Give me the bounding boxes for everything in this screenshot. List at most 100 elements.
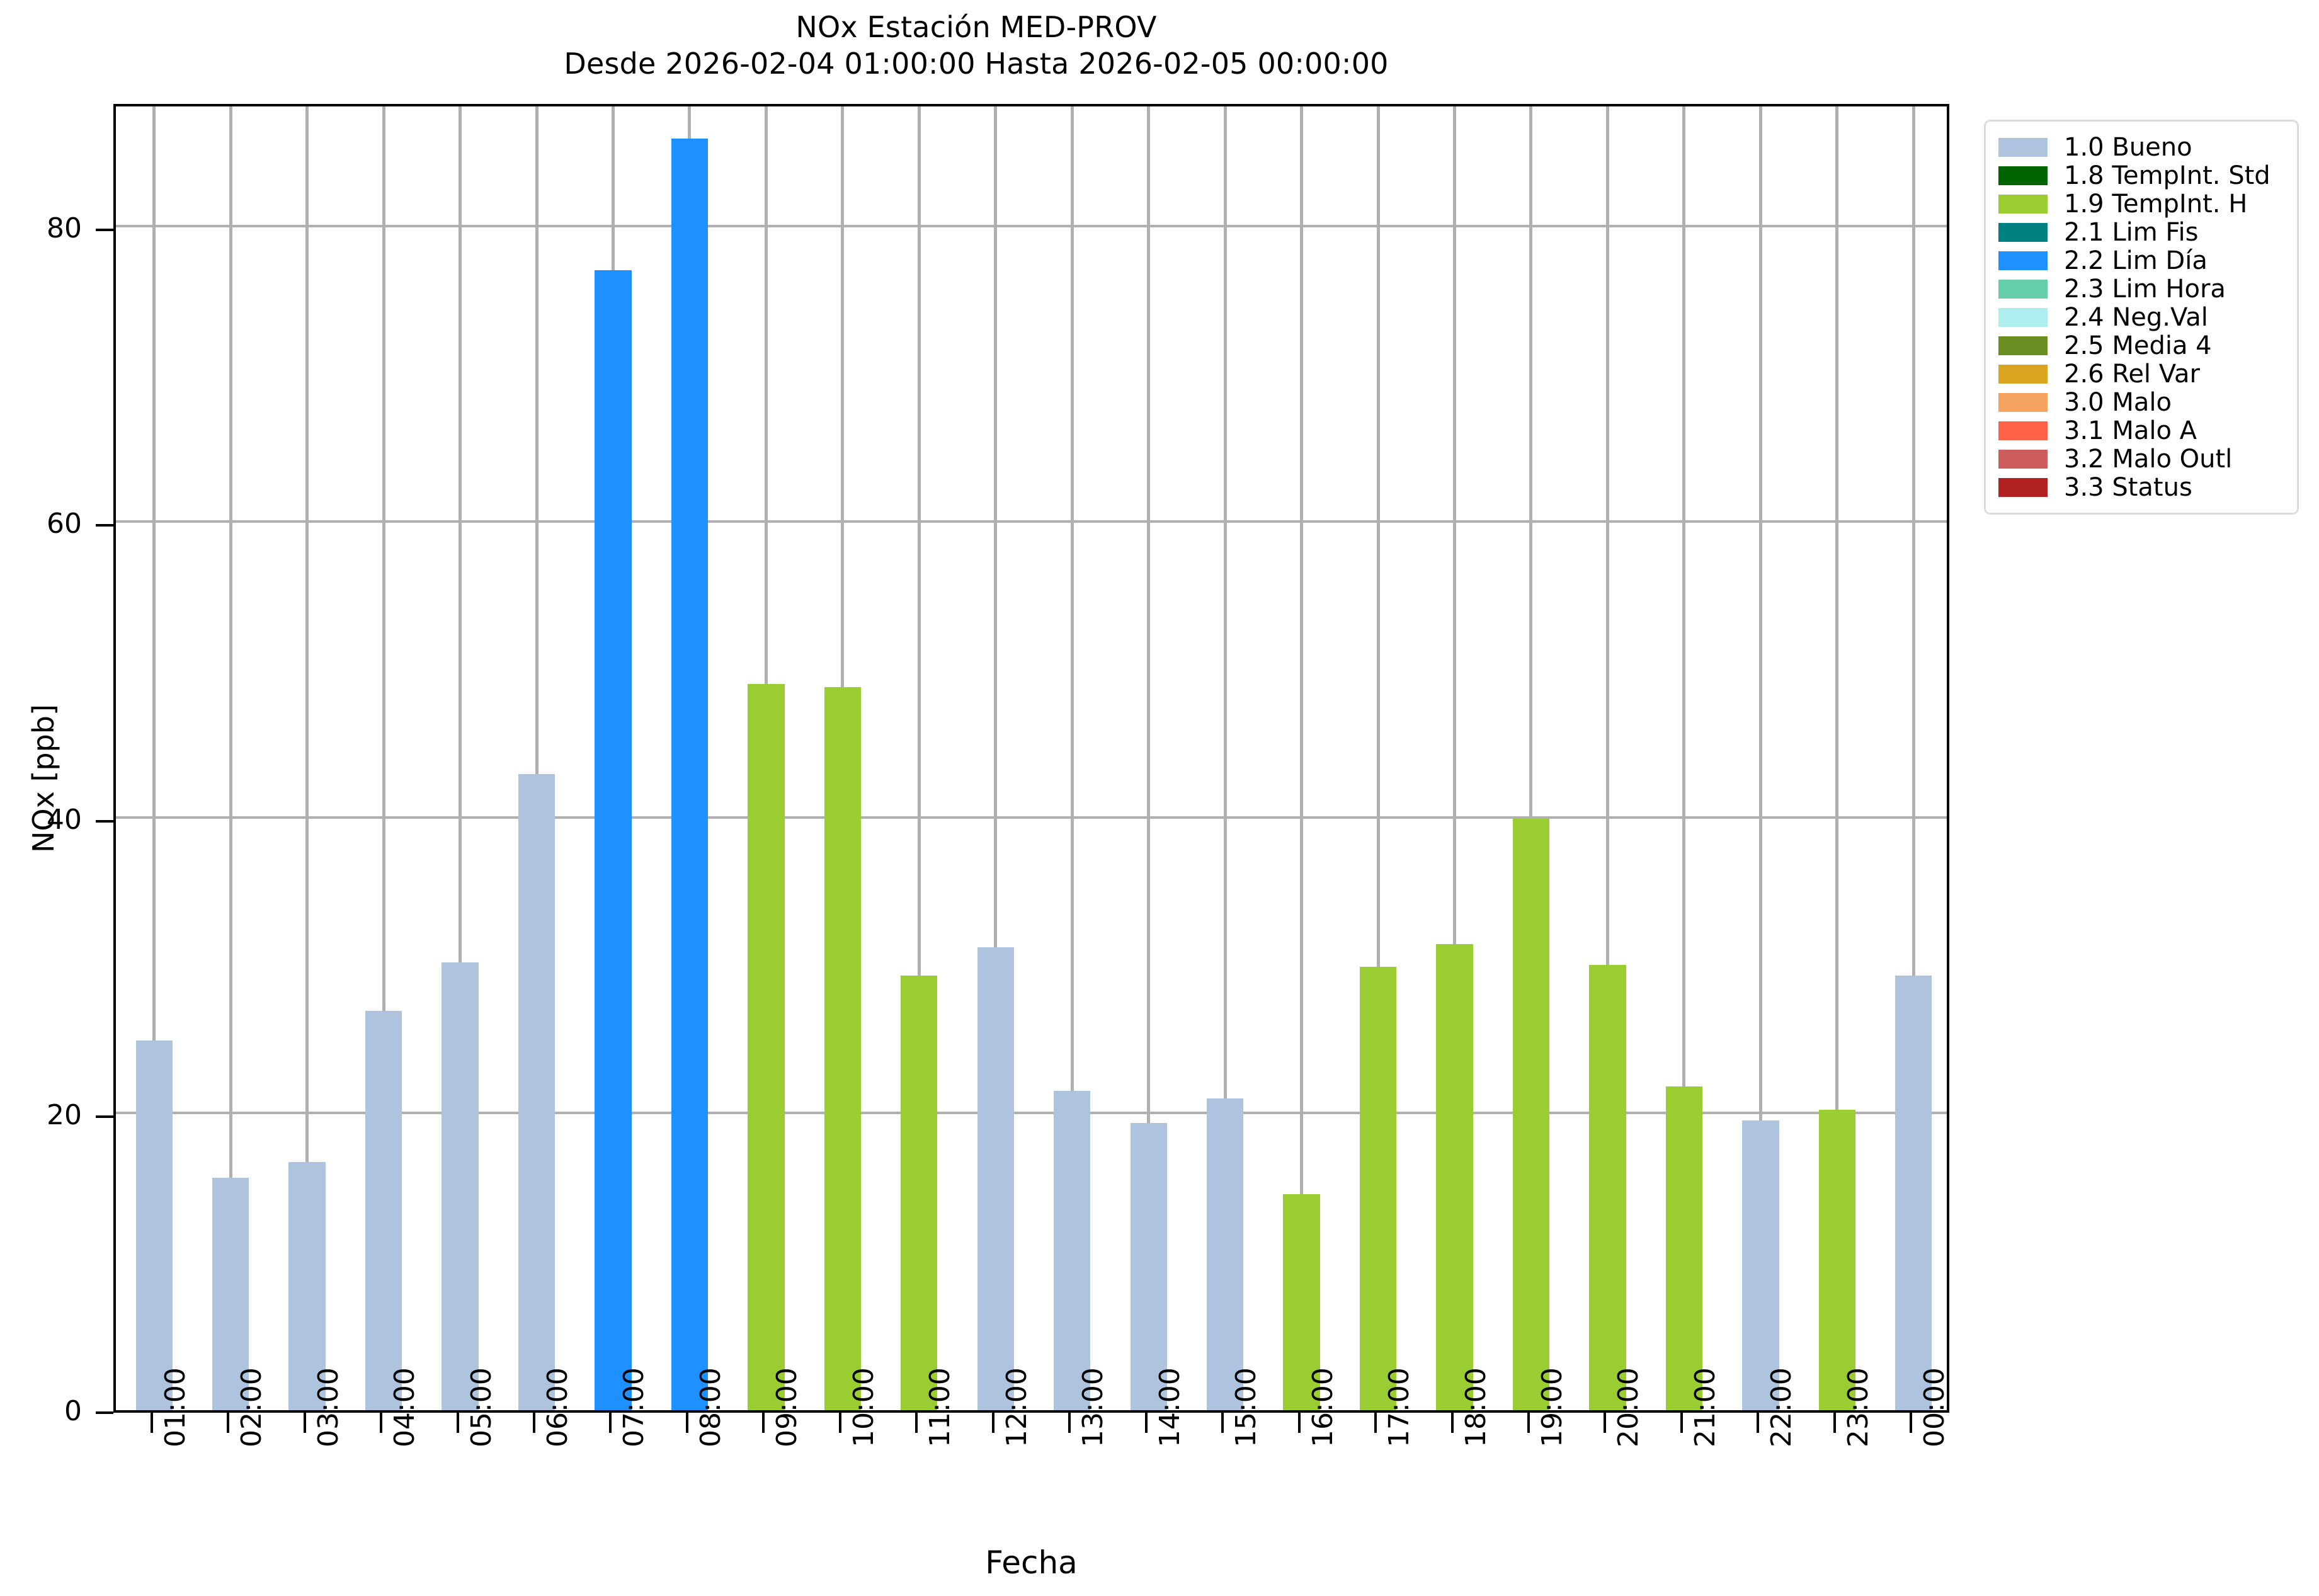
legend-item[interactable]: 1.0 Bueno <box>1998 133 2284 161</box>
gridline-vertical <box>1147 106 1151 1410</box>
x-tick-label: 17:00 <box>1383 1367 1416 1447</box>
legend-item[interactable]: 2.6 Rel Var <box>1998 360 2284 388</box>
legend-item[interactable]: 2.3 Lim Hora <box>1998 275 2284 303</box>
x-tick-label: 12:00 <box>1000 1367 1033 1447</box>
legend-item-label: 3.2 Malo Outl <box>2064 444 2233 474</box>
bar[interactable] <box>595 270 632 1410</box>
legend-swatch-icon <box>1998 166 2048 185</box>
bar[interactable] <box>1895 975 1932 1410</box>
bar[interactable] <box>212 1178 249 1410</box>
x-tick-mark <box>1297 1413 1301 1433</box>
y-tick-mark <box>96 1115 113 1119</box>
bar[interactable] <box>1054 1090 1091 1410</box>
gridline-vertical <box>1376 106 1380 1410</box>
x-tick-label: 03:00 <box>312 1367 345 1447</box>
y-tick-label: 0 <box>64 1395 82 1427</box>
x-tick-label: 09:00 <box>771 1367 804 1447</box>
gridline-vertical <box>382 106 385 1410</box>
bar[interactable] <box>135 1040 173 1410</box>
x-tick-label: 18:00 <box>1459 1367 1492 1447</box>
bar[interactable] <box>1359 966 1397 1410</box>
chart-title: NOx Estación MED-PROV <box>795 10 1157 44</box>
y-tick-label: 80 <box>47 212 82 244</box>
x-axis-title: Fecha <box>985 1544 1078 1581</box>
legend-item-label: 2.2 Lim Día <box>2064 246 2208 275</box>
legend-item[interactable]: 3.0 Malo <box>1998 388 2284 416</box>
x-tick-mark <box>1221 1413 1224 1433</box>
x-tick-mark <box>1144 1413 1148 1433</box>
legend-item-label: 2.4 Neg.Val <box>2064 302 2208 332</box>
y-tick-label: 60 <box>47 508 82 540</box>
gridline-vertical <box>1758 106 1762 1410</box>
legend-swatch-icon <box>1998 421 2048 440</box>
gridline-vertical <box>1912 106 1915 1410</box>
bar[interactable] <box>1818 1110 1855 1410</box>
chart-title-block: NOx Estación MED-PROV Desde 2026-02-04 0… <box>0 9 1952 82</box>
legend-item[interactable]: 2.2 Lim Día <box>1998 246 2284 275</box>
gridline-vertical <box>1300 106 1304 1410</box>
x-tick-mark <box>762 1413 765 1433</box>
legend-item[interactable]: 3.2 Malo Outl <box>1998 445 2284 473</box>
x-tick-label: 13:00 <box>1077 1367 1110 1447</box>
x-tick-mark <box>915 1413 918 1433</box>
bar[interactable] <box>518 774 556 1410</box>
x-tick-label: 11:00 <box>924 1367 957 1447</box>
x-tick-mark <box>1833 1413 1836 1433</box>
gridline-vertical <box>1605 106 1609 1410</box>
legend-item[interactable]: 2.5 Media 4 <box>1998 331 2284 360</box>
bar[interactable] <box>824 687 861 1410</box>
bar[interactable] <box>1589 965 1626 1410</box>
bar[interactable] <box>1283 1194 1320 1410</box>
legend-item[interactable]: 1.9 TempInt. H <box>1998 190 2284 218</box>
bar[interactable] <box>1206 1098 1244 1410</box>
bar[interactable] <box>671 138 709 1410</box>
legend-item-label: 1.0 Bueno <box>2064 132 2192 162</box>
bar[interactable] <box>365 1011 402 1410</box>
legend-item[interactable]: 2.4 Neg.Val <box>1998 303 2284 331</box>
x-tick-mark <box>1068 1413 1071 1433</box>
gridline-vertical <box>1835 106 1839 1410</box>
bar[interactable] <box>901 975 938 1410</box>
gridline-vertical <box>152 106 156 1410</box>
legend-item[interactable]: 3.1 Malo A <box>1998 416 2284 445</box>
y-tick-mark <box>96 819 113 823</box>
y-tick-mark <box>96 1411 113 1414</box>
bar[interactable] <box>748 684 785 1410</box>
bar[interactable] <box>442 962 479 1410</box>
legend-item[interactable]: 3.3 Status <box>1998 473 2284 501</box>
legend-swatch-icon <box>1998 477 2048 497</box>
legend-swatch-icon <box>1998 307 2048 327</box>
bar[interactable] <box>1665 1086 1703 1410</box>
gridline-vertical <box>459 106 462 1410</box>
x-tick-label: 01:00 <box>159 1367 191 1447</box>
x-tick-label: 07:00 <box>618 1367 651 1447</box>
legend-item-label: 2.1 Lim Fis <box>2064 217 2199 247</box>
gridline-vertical <box>1223 106 1227 1410</box>
legend-item[interactable]: 2.1 Lim Fis <box>1998 218 2284 246</box>
bar[interactable] <box>288 1161 326 1410</box>
x-tick-mark <box>609 1413 612 1433</box>
x-tick-mark <box>303 1413 306 1433</box>
x-tick-label: 00:00 <box>1918 1367 1951 1447</box>
x-tick-mark <box>1604 1413 1607 1433</box>
bar[interactable] <box>1512 818 1550 1410</box>
bar[interactable] <box>1742 1120 1779 1410</box>
gridline-vertical <box>1682 106 1686 1410</box>
legend-swatch-icon <box>1998 222 2048 242</box>
x-tick-mark <box>1757 1413 1760 1433</box>
gridline-vertical <box>1453 106 1457 1410</box>
bar[interactable] <box>1130 1123 1167 1410</box>
legend-swatch-icon <box>1998 449 2048 469</box>
x-tick-mark <box>456 1413 459 1433</box>
gridline-vertical <box>1070 106 1074 1410</box>
legend-swatch-icon <box>1998 137 2048 157</box>
x-tick-label: 23:00 <box>1842 1367 1874 1447</box>
gridline-vertical <box>305 106 309 1410</box>
gridline-vertical <box>535 106 538 1410</box>
legend-item[interactable]: 1.8 TempInt. Std <box>1998 161 2284 190</box>
bar[interactable] <box>977 947 1014 1410</box>
y-tick-label: 40 <box>47 803 82 836</box>
x-tick-mark <box>838 1413 841 1433</box>
bar[interactable] <box>1436 944 1473 1410</box>
